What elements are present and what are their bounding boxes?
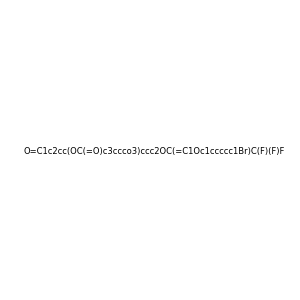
Text: O=C1c2cc(OC(=O)c3ccco3)ccc2OC(=C1Oc1ccccc1Br)C(F)(F)F: O=C1c2cc(OC(=O)c3ccco3)ccc2OC(=C1Oc1cccc… <box>23 147 284 156</box>
